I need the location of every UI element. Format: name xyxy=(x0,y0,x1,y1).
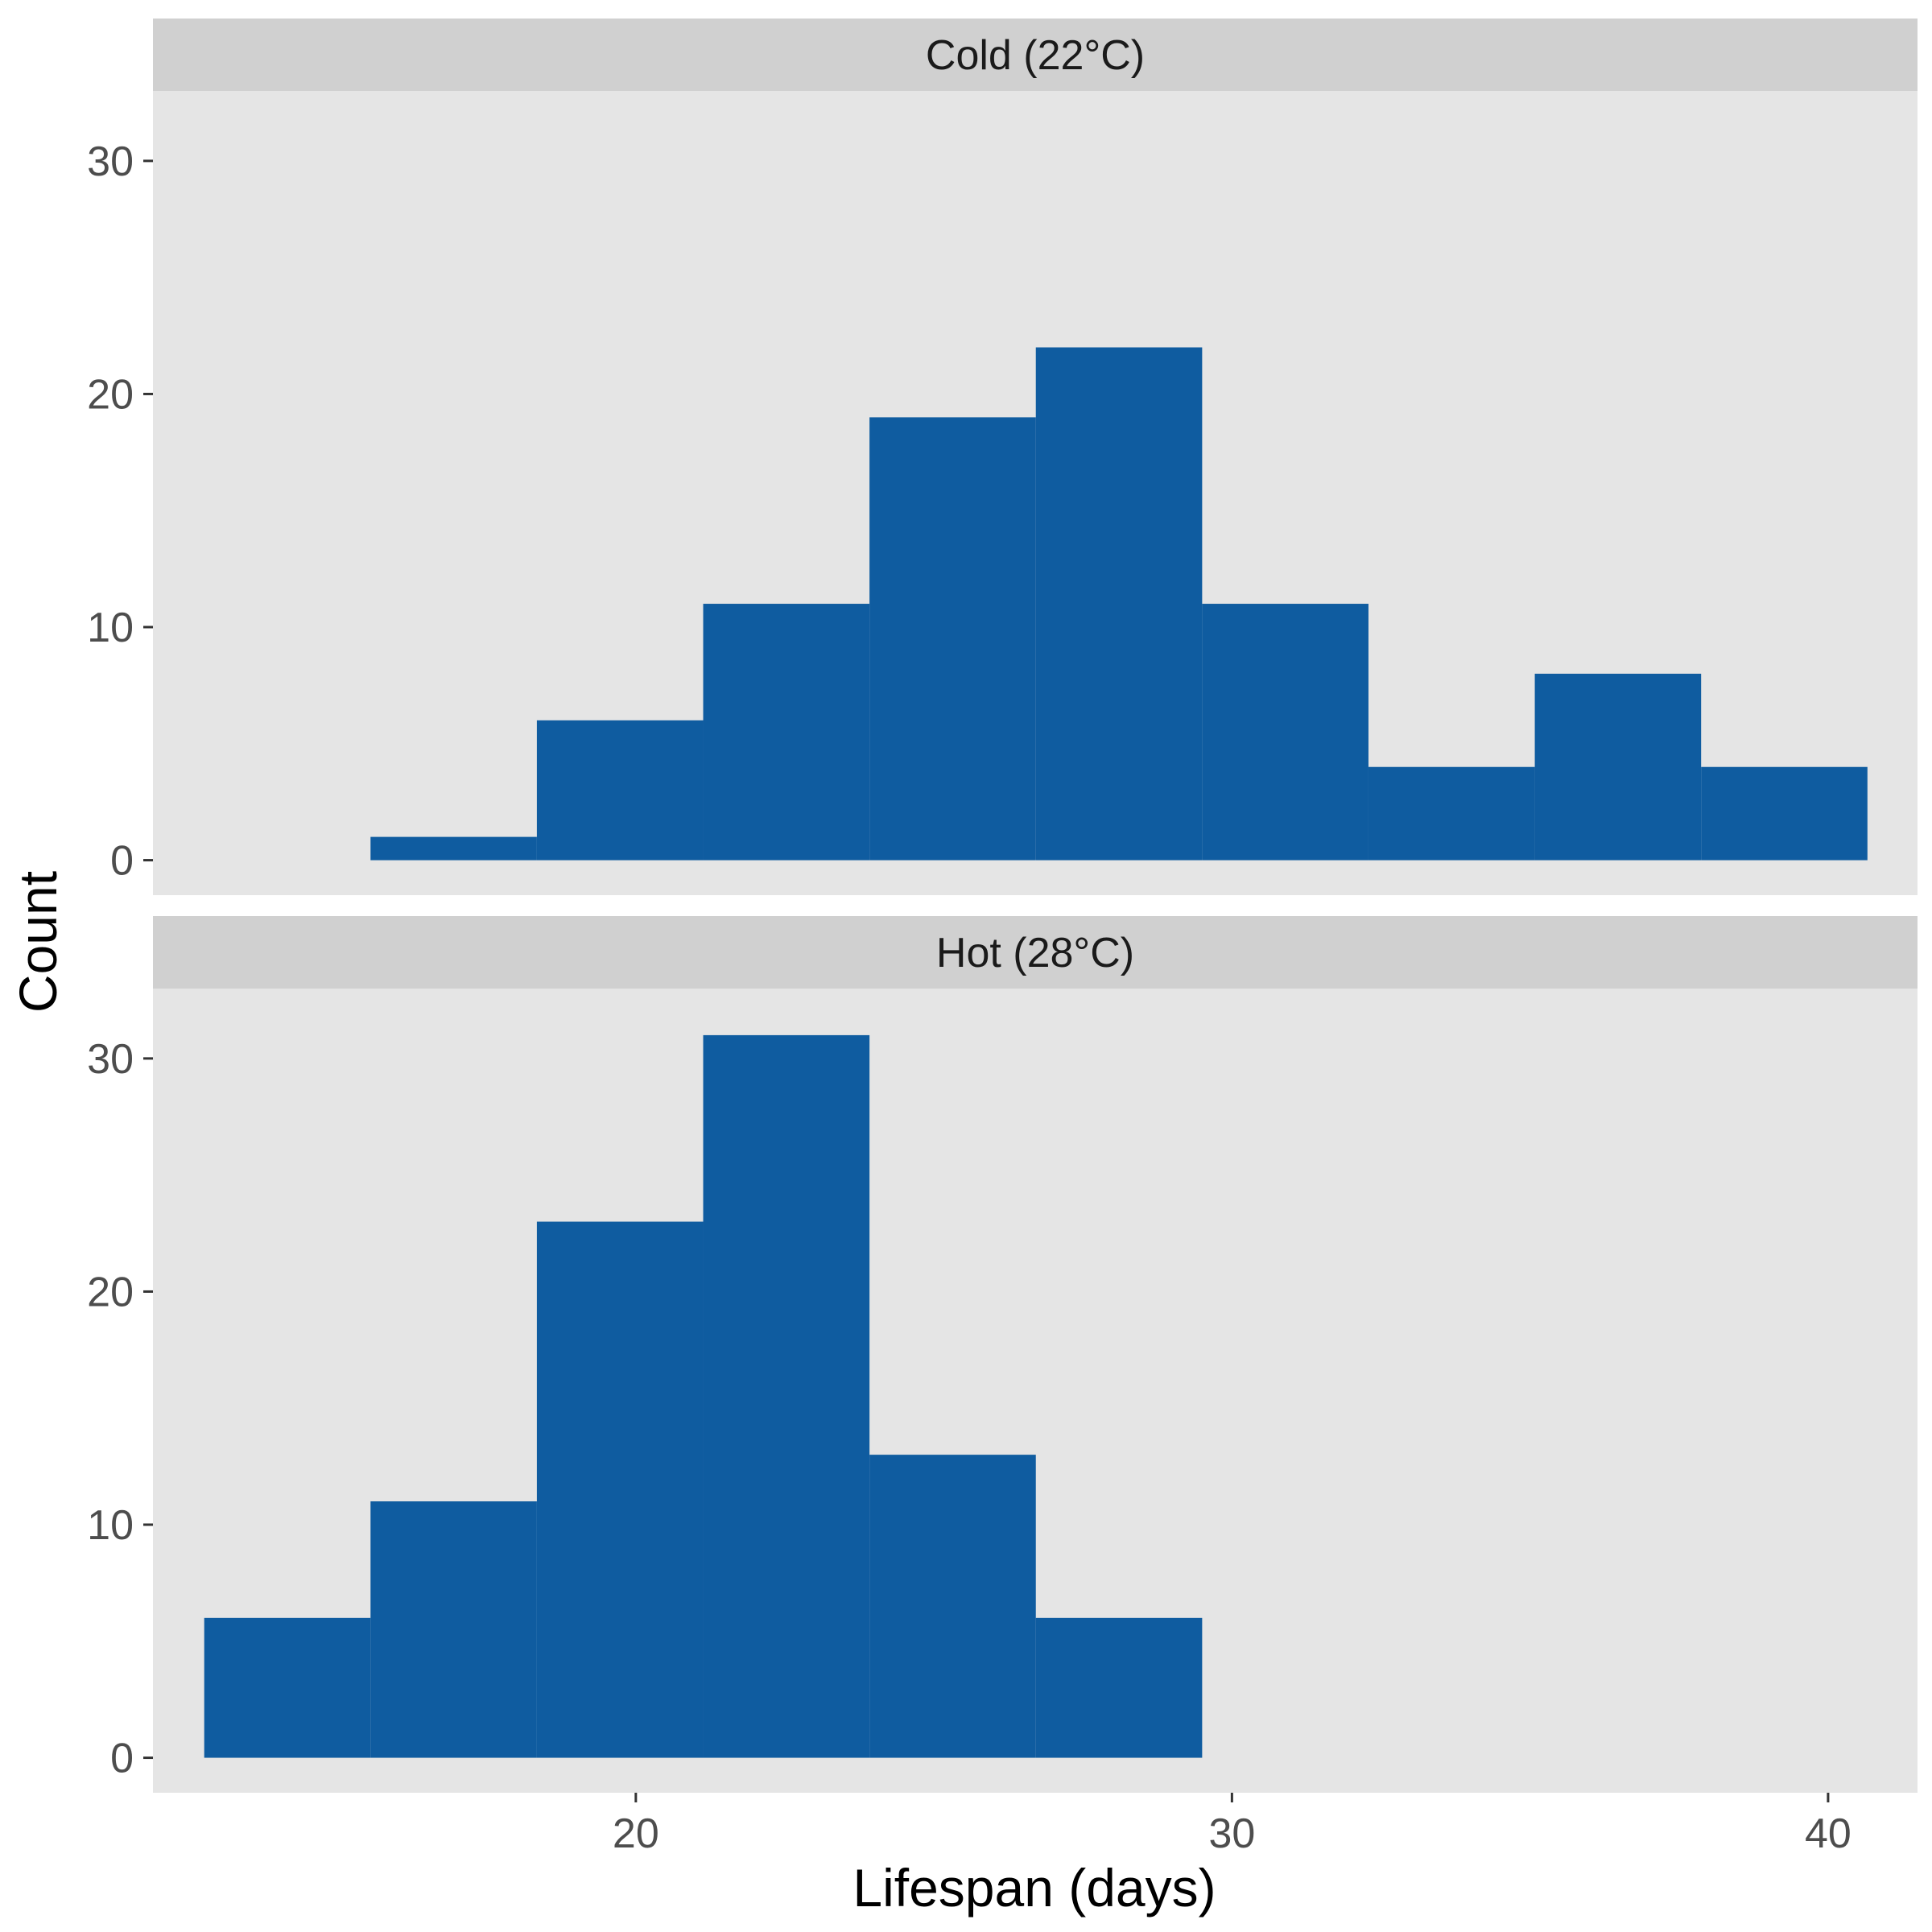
histogram-bars xyxy=(370,347,1868,861)
histogram-bar xyxy=(1202,604,1368,861)
x-tick-label: 40 xyxy=(1805,1810,1852,1857)
histogram-bar xyxy=(370,836,537,861)
facet-panels: Cold (22°C) 0 10 20 30 Hot (28°C) 0 10 20 30 xyxy=(87,19,1918,1793)
histogram-bar xyxy=(536,1221,704,1758)
histogram-bar xyxy=(1035,347,1203,861)
y-tick-label: 20 xyxy=(87,371,134,418)
histogram-bar xyxy=(869,417,1036,861)
histogram-bar xyxy=(370,1501,537,1758)
histogram-bar xyxy=(536,720,704,861)
y-axis-title: Count xyxy=(8,871,68,1013)
x-tick-label: 20 xyxy=(613,1810,659,1857)
facet-panel: Cold (22°C) 0 10 20 30 xyxy=(87,19,1918,895)
histogram-bar xyxy=(869,1455,1036,1758)
y-tick-label: 10 xyxy=(87,1502,134,1549)
histogram-bar xyxy=(1035,1617,1203,1758)
facet-panel: Hot (28°C) 0 10 20 30 xyxy=(87,916,1918,1793)
y-tick-label: 0 xyxy=(110,838,134,885)
facet-strip xyxy=(153,19,1918,91)
histogram-bar xyxy=(1701,766,1868,861)
x-axis: 20 30 40 xyxy=(613,1793,1852,1857)
y-axis: 0 10 20 30 xyxy=(87,1036,153,1782)
y-tick-label: 20 xyxy=(87,1269,134,1315)
facet-label: Hot (28°C) xyxy=(936,930,1134,976)
histogram-bar xyxy=(703,1034,870,1758)
y-tick-label: 10 xyxy=(87,605,134,651)
histogram-bar xyxy=(703,604,870,861)
y-axis: 0 10 20 30 xyxy=(87,138,153,885)
x-tick-label: 30 xyxy=(1208,1810,1255,1857)
facet-label: Cold (22°C) xyxy=(926,32,1145,79)
histogram-bar xyxy=(204,1617,371,1758)
x-axis-title: Lifespan (days) xyxy=(852,1858,1216,1918)
y-tick-label: 30 xyxy=(87,1036,134,1083)
y-tick-label: 0 xyxy=(110,1736,134,1782)
histogram-bars xyxy=(204,1034,1203,1758)
histogram-bar xyxy=(1534,673,1702,861)
histogram-bar xyxy=(1368,766,1535,861)
facet-strip xyxy=(153,916,1918,989)
y-tick-label: 30 xyxy=(87,138,134,185)
